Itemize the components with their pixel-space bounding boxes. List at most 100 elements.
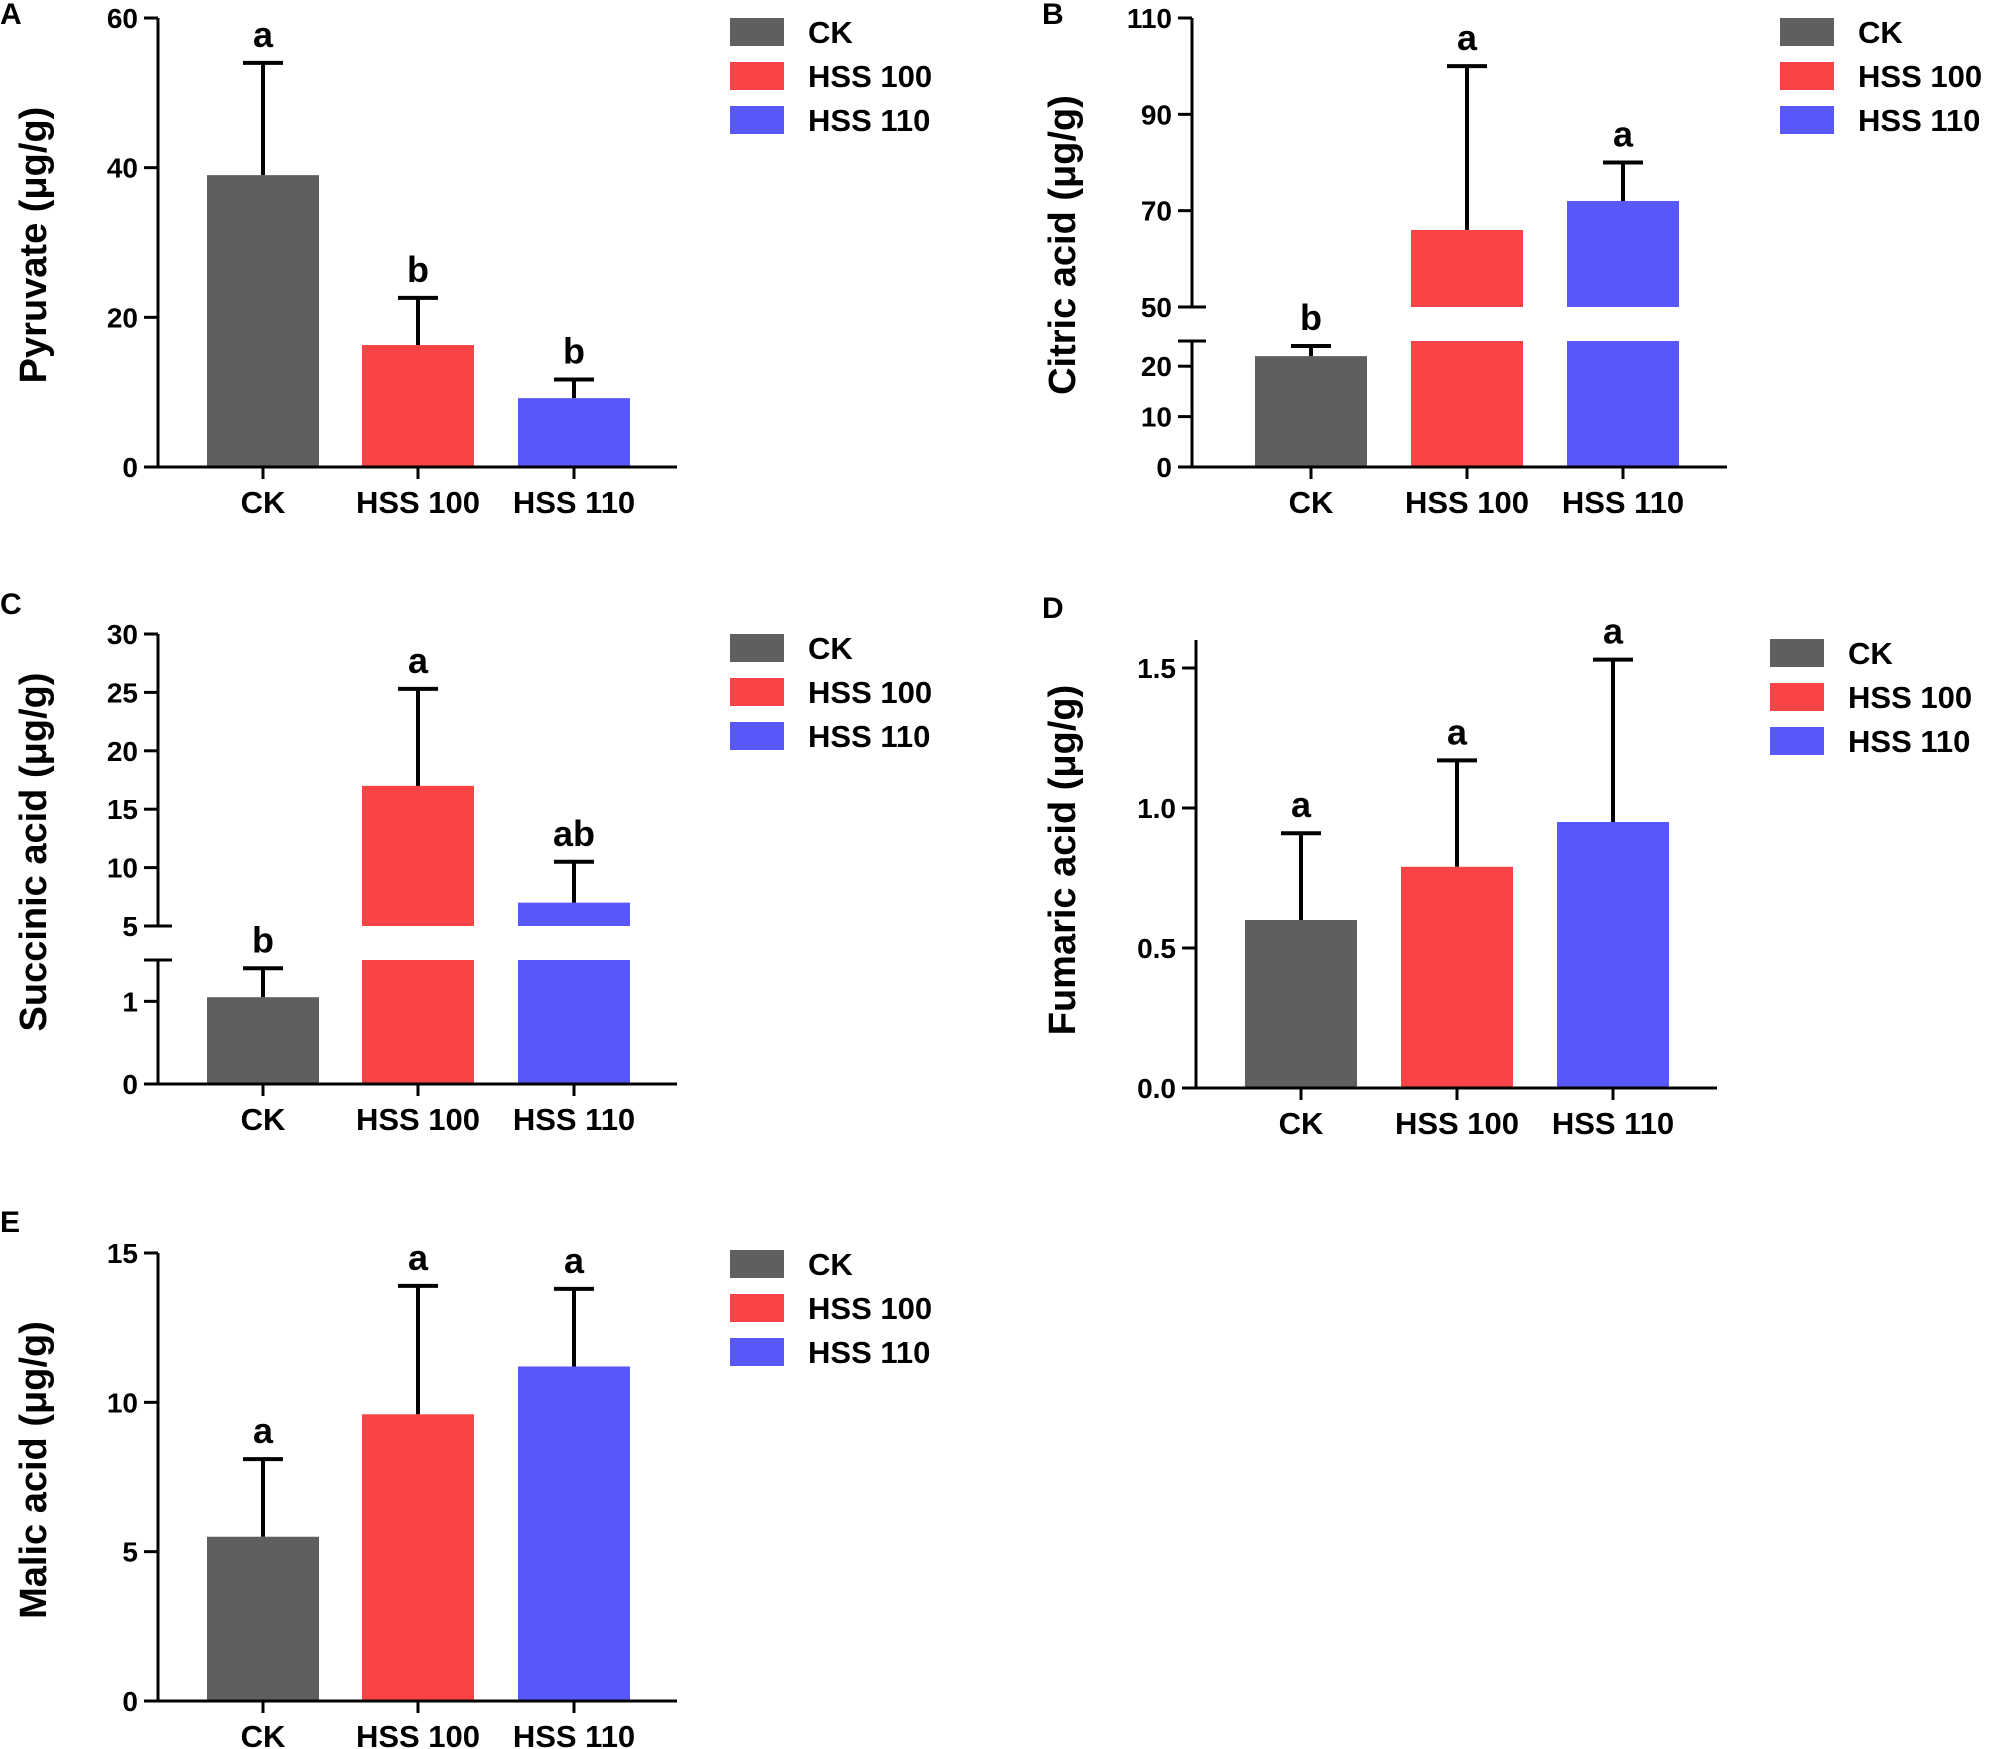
significance-letter: a bbox=[408, 1237, 429, 1278]
legend-swatch bbox=[1770, 683, 1824, 711]
legend-swatch bbox=[1770, 727, 1824, 755]
y-tick-label: 20 bbox=[107, 736, 138, 767]
legend-label: HSS 100 bbox=[808, 59, 932, 94]
y-tick-label: 20 bbox=[107, 302, 138, 333]
x-tick-label: CK bbox=[1279, 1106, 1324, 1141]
y-tick-label: 30 bbox=[107, 619, 138, 650]
significance-letter: a bbox=[1603, 611, 1624, 652]
y-axis-label: Fumaric acid (μg/g) bbox=[1042, 685, 1084, 1036]
y-tick-label: 60 bbox=[107, 3, 138, 34]
legend-label: CK bbox=[808, 1247, 853, 1282]
panel-E: E Malic acid (μg/g) a a a 0 5 10 15 CK HSS 100 HSS … bbox=[0, 1206, 932, 1749]
y-tick-label: 90 bbox=[1141, 99, 1172, 130]
y-axis-label: Citric acid (μg/g) bbox=[1042, 95, 1084, 395]
y-tick-label: 10 bbox=[107, 1387, 138, 1418]
legend-swatch bbox=[730, 1294, 784, 1322]
y-tick-label: 5 bbox=[122, 1537, 138, 1568]
legend-swatch bbox=[730, 722, 784, 750]
significance-letter: a bbox=[253, 14, 274, 55]
significance-letter: a bbox=[1291, 784, 1312, 825]
y-tick-label: 10 bbox=[107, 853, 138, 884]
y-tick-label: 1 bbox=[122, 986, 138, 1017]
y-tick-label: 15 bbox=[107, 794, 138, 825]
y-tick-label: 0 bbox=[122, 1069, 138, 1100]
legend-swatch bbox=[1780, 62, 1834, 90]
x-tick-label: CK bbox=[241, 1102, 286, 1137]
bar-hss-100 bbox=[362, 1414, 474, 1701]
y-tick-label: 5 bbox=[122, 911, 138, 942]
significance-letter: ab bbox=[553, 813, 595, 854]
y-tick-label: 1.5 bbox=[1137, 653, 1176, 684]
significance-letter: a bbox=[253, 1410, 274, 1451]
x-tick-label: CK bbox=[241, 1719, 286, 1749]
x-tick-label: HSS 100 bbox=[1405, 485, 1529, 520]
y-tick-label: 25 bbox=[107, 677, 138, 708]
y-tick-label: 70 bbox=[1141, 196, 1172, 227]
bar-hss-110 bbox=[1557, 822, 1669, 1088]
legend-swatch bbox=[730, 1250, 784, 1278]
bar-hss-100 bbox=[362, 345, 474, 467]
significance-letter: a bbox=[1457, 17, 1478, 58]
panel-A: A Pyruvate (μg/g) a b b 0 20 40 60 CK HSS 100 HSS 1… bbox=[0, 0, 932, 520]
significance-letter: a bbox=[1613, 114, 1634, 155]
legend-label: HSS 110 bbox=[1848, 724, 1970, 759]
legend-label: HSS 100 bbox=[808, 1291, 932, 1326]
x-tick-label: CK bbox=[1289, 485, 1334, 520]
legend-swatch bbox=[730, 62, 784, 90]
bar-ck bbox=[207, 175, 319, 467]
y-tick-label: 50 bbox=[1141, 292, 1172, 323]
y-tick-label: 0 bbox=[122, 1686, 138, 1717]
y-tick-label: 110 bbox=[1127, 3, 1172, 34]
x-tick-label: HSS 100 bbox=[1395, 1106, 1519, 1141]
legend-label: CK bbox=[1848, 636, 1893, 671]
legend-swatch bbox=[730, 1338, 784, 1366]
legend-swatch bbox=[730, 18, 784, 46]
panel-letter: C bbox=[0, 588, 22, 621]
bar-hss-110-lower bbox=[1567, 341, 1679, 467]
legend-swatch bbox=[730, 678, 784, 706]
y-tick-label: 0 bbox=[1156, 452, 1172, 483]
panel-D: D Fumaric acid (μg/g) a a a 0.0 0.5 1.0 1.5 CK HSS… bbox=[1042, 592, 1972, 1141]
significance-letter: a bbox=[408, 640, 429, 681]
y-axis-label: Malic acid (μg/g) bbox=[13, 1321, 55, 1619]
x-tick-label: HSS 110 bbox=[513, 485, 635, 520]
bar-hss-100-upper bbox=[1411, 229, 1523, 307]
bar-ck bbox=[207, 997, 319, 1084]
x-tick-label: HSS 100 bbox=[356, 485, 480, 520]
legend-label: CK bbox=[808, 631, 853, 666]
significance-letter: b bbox=[1300, 297, 1322, 338]
bar-hss-100-upper bbox=[362, 785, 474, 926]
significance-letter: b bbox=[563, 330, 585, 371]
panel-letter: A bbox=[0, 0, 22, 31]
significance-letter: b bbox=[407, 249, 429, 290]
legend-swatch bbox=[1780, 18, 1834, 46]
y-tick-label: 40 bbox=[107, 153, 138, 184]
legend-label: HSS 100 bbox=[808, 675, 932, 710]
legend-label: HSS 100 bbox=[1858, 59, 1982, 94]
y-axis-label: Succinic acid (μg/g) bbox=[13, 673, 55, 1032]
bar-hss-110-upper bbox=[518, 902, 630, 926]
significance-letter: b bbox=[252, 919, 274, 960]
panel-letter: E bbox=[0, 1206, 20, 1239]
bar-hss-110 bbox=[518, 398, 630, 467]
bar-ck bbox=[1255, 356, 1367, 467]
x-tick-label: HSS 110 bbox=[1552, 1106, 1674, 1141]
y-tick-label: 0 bbox=[122, 452, 138, 483]
y-tick-label: 0.5 bbox=[1137, 933, 1176, 964]
legend-label: HSS 110 bbox=[1858, 103, 1980, 138]
x-tick-label: HSS 100 bbox=[356, 1102, 480, 1137]
y-tick-label: 0.0 bbox=[1137, 1073, 1176, 1104]
x-tick-label: HSS 100 bbox=[356, 1719, 480, 1749]
x-tick-label: CK bbox=[241, 485, 286, 520]
bar-hss-110 bbox=[518, 1366, 630, 1701]
y-tick-label: 15 bbox=[107, 1238, 138, 1269]
x-tick-label: HSS 110 bbox=[513, 1102, 635, 1137]
legend-swatch bbox=[1780, 106, 1834, 134]
y-tick-label: 10 bbox=[1141, 402, 1172, 433]
significance-letter: a bbox=[564, 1240, 585, 1281]
significance-letter: a bbox=[1447, 711, 1468, 752]
legend-label: HSS 110 bbox=[808, 719, 930, 754]
bar-ck bbox=[207, 1536, 319, 1701]
